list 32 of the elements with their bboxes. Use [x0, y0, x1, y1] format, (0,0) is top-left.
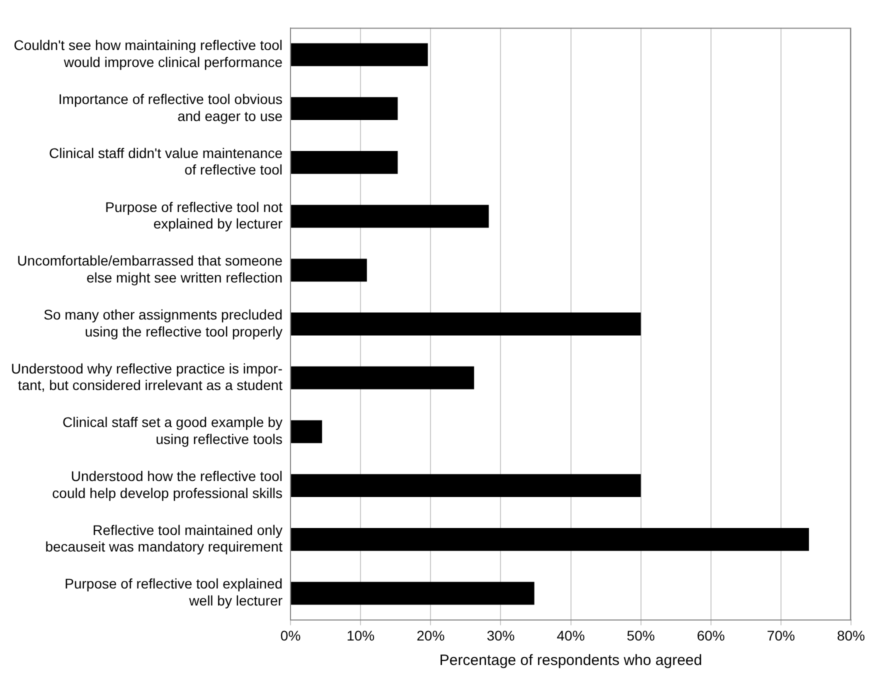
y-tick-label: Couldn't see how maintaining reflective tool would improve clinical performance	[14, 37, 283, 70]
y-tick-label: Understood why reflective practice is impor- tant, but considered irrelevant as a student	[10, 360, 283, 394]
y-tick-label: Uncomfortable/embarrassed that someone else might see written reflection	[17, 252, 283, 286]
bar	[291, 204, 489, 228]
y-tick-label: Clinical staff set a good example by using reflective tools	[62, 414, 283, 447]
bar	[291, 366, 474, 390]
y-tick-label: Purpose of reflective tool explained well by lecturer	[64, 576, 283, 609]
bar	[291, 97, 398, 120]
bar	[291, 258, 367, 282]
bar	[291, 474, 641, 498]
x-tick-label: 70%	[766, 627, 795, 644]
x-tick-label: 50%	[626, 627, 655, 644]
y-tick-label: Clinical staff didn't value maintenance of reflective tool	[48, 144, 283, 178]
bar	[291, 150, 398, 174]
x-tick-label: 0%	[280, 627, 301, 644]
x-tick-label: 10%	[346, 627, 375, 644]
y-tick-label: Importance of reflective tool obvious and eager to use	[58, 91, 283, 124]
bar	[291, 582, 534, 605]
bar	[291, 420, 322, 444]
bar	[291, 312, 641, 336]
bar	[291, 528, 809, 551]
y-tick-label: Understood how the reflective tool could help develop professional skills	[52, 468, 283, 501]
x-tick-label: 60%	[696, 627, 725, 644]
y-tick-label: Purpose of reflective tool not explained by lecturer	[105, 198, 283, 232]
x-tick-label: 20%	[416, 627, 445, 644]
bar	[291, 43, 428, 66]
x-tick-label: 30%	[486, 627, 515, 644]
y-tick-label: Reflective tool maintained only becauseit was mandatory requirement	[45, 522, 283, 555]
x-axis-title: Percentage of respondents who agreed	[439, 652, 702, 670]
x-tick-label: 80%	[836, 627, 866, 644]
y-tick-label: So many other assignments precluded using the reflective tool properly	[44, 306, 283, 340]
x-tick-label: 40%	[556, 627, 585, 644]
